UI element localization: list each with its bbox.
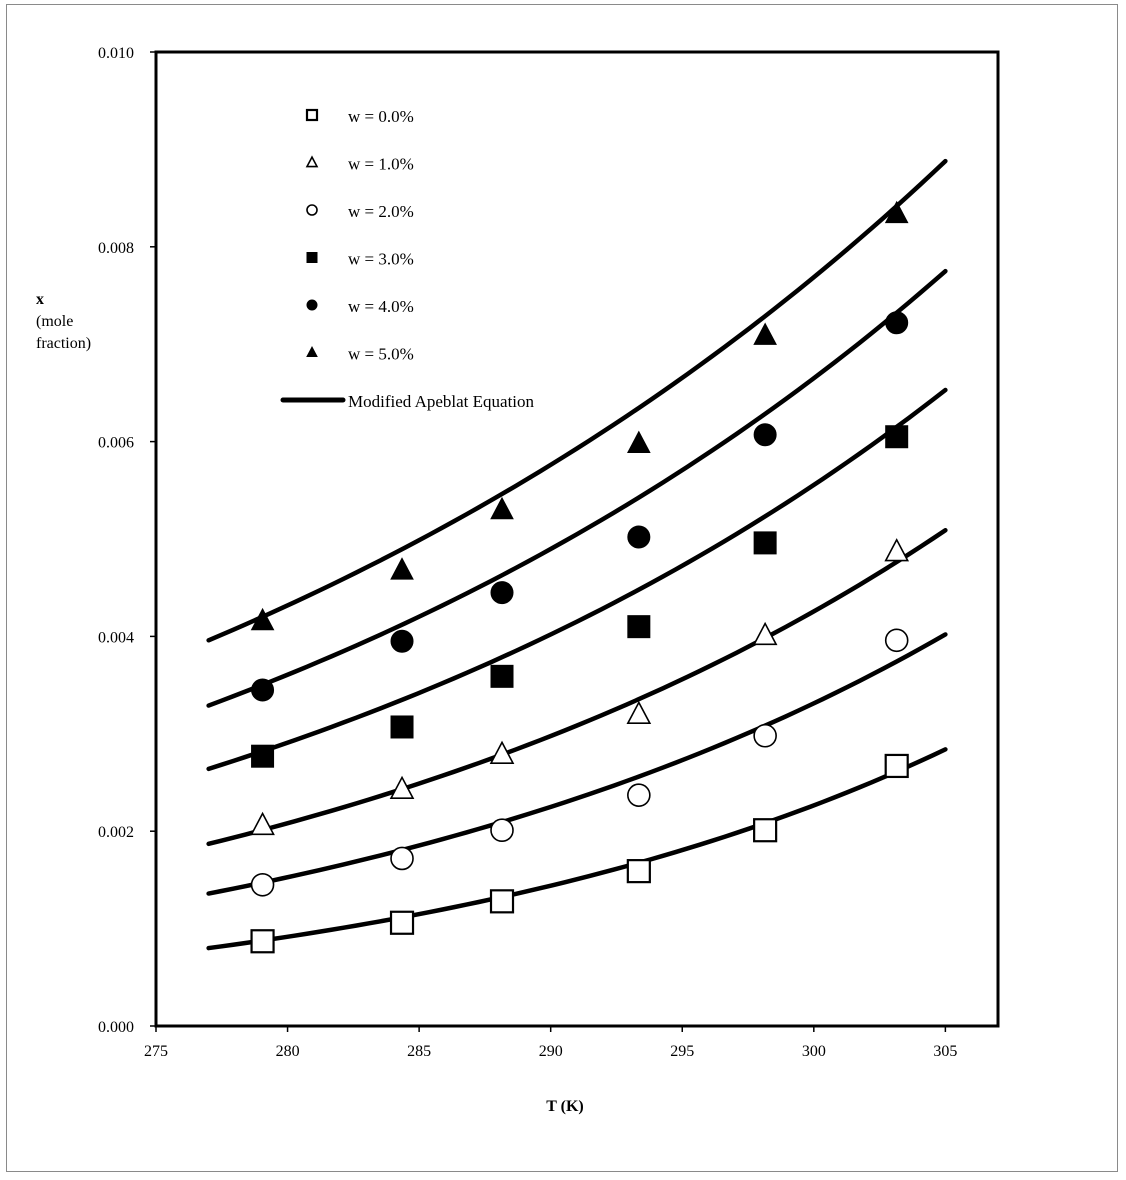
legend-label: Modified Apeblat Equation bbox=[348, 392, 535, 411]
data-point bbox=[884, 628, 909, 653]
data-point bbox=[884, 538, 910, 562]
data-point bbox=[490, 496, 514, 520]
data-point bbox=[389, 775, 415, 800]
plot-area bbox=[154, 50, 1000, 1028]
data-point bbox=[753, 322, 777, 345]
y-tick-label: 0.008 bbox=[98, 240, 134, 257]
data-point bbox=[489, 889, 515, 914]
x-tick-label: 295 bbox=[670, 1043, 694, 1060]
data-point bbox=[390, 557, 414, 580]
x-tick-label: 290 bbox=[539, 1043, 563, 1060]
legend-marker bbox=[306, 299, 318, 311]
data-point bbox=[490, 664, 514, 688]
legend-marker bbox=[306, 204, 318, 216]
data-point bbox=[753, 423, 777, 447]
data-point bbox=[489, 740, 515, 764]
legend-label: w = 0.0% bbox=[348, 107, 414, 126]
x-tick-label: 275 bbox=[144, 1043, 168, 1060]
y-axis-title-line-3: fraction) bbox=[36, 335, 91, 352]
fit-curve bbox=[206, 632, 948, 896]
x-tick-label: 280 bbox=[276, 1043, 300, 1060]
fit-curve bbox=[206, 747, 948, 951]
legend: w = 0.0% w = 1.0% w = 2.0% w = 3.0% w = 4.0%… bbox=[280, 107, 535, 411]
data-point bbox=[251, 744, 275, 768]
data-point bbox=[885, 425, 909, 449]
legend-marker bbox=[305, 155, 319, 168]
legend-marker bbox=[305, 108, 319, 122]
data-point bbox=[627, 615, 651, 639]
data-point bbox=[389, 910, 415, 935]
fit-curve bbox=[206, 158, 948, 643]
data-point bbox=[753, 818, 778, 843]
fit-curve bbox=[206, 387, 948, 772]
data-point bbox=[490, 581, 514, 605]
data-point bbox=[626, 859, 651, 884]
data-point bbox=[390, 846, 414, 871]
legend-label: w = 5.0% bbox=[348, 345, 414, 364]
legend-label: w = 2.0% bbox=[348, 202, 414, 221]
legend-label: w = 3.0% bbox=[348, 250, 414, 269]
x-axis: 275 280 285 290 295 300 305 bbox=[144, 1026, 957, 1060]
data-point bbox=[885, 311, 909, 335]
data-point bbox=[884, 753, 909, 779]
x-axis-title: T (K) bbox=[546, 1098, 583, 1115]
legend-label: w = 1.0% bbox=[348, 155, 414, 174]
y-tick-label: 0.010 bbox=[98, 45, 134, 62]
data-point bbox=[251, 678, 275, 702]
y-tick-label: 0.000 bbox=[98, 1019, 134, 1036]
data-point bbox=[627, 525, 651, 549]
plot-border bbox=[154, 50, 1000, 1028]
y-axis-title-line-2: (mole bbox=[36, 313, 73, 330]
legend-marker bbox=[306, 346, 318, 358]
y-axis-title-line-1: x bbox=[36, 291, 44, 308]
data-point bbox=[250, 872, 275, 897]
y-tick-label: 0.004 bbox=[98, 629, 134, 646]
data-point bbox=[752, 621, 778, 646]
data-point bbox=[390, 629, 414, 653]
legend-marker bbox=[306, 252, 318, 263]
data-markers bbox=[250, 200, 910, 954]
data-point bbox=[753, 723, 777, 748]
y-tick-label: 0.006 bbox=[98, 435, 134, 452]
x-tick-label: 305 bbox=[933, 1043, 957, 1060]
x-tick-label: 300 bbox=[802, 1043, 826, 1060]
fit-curve bbox=[206, 527, 948, 847]
fit-curves bbox=[206, 158, 948, 951]
data-point bbox=[390, 715, 414, 739]
data-point bbox=[250, 607, 275, 631]
legend-label: w = 4.0% bbox=[348, 297, 414, 316]
data-point bbox=[490, 818, 514, 843]
y-axis: 0.000 0.002 0.004 0.006 0.008 0.010 bbox=[98, 45, 156, 1036]
data-point bbox=[250, 811, 275, 836]
data-point bbox=[250, 929, 275, 954]
data-point bbox=[884, 200, 909, 224]
data-point bbox=[753, 531, 777, 555]
data-point bbox=[627, 430, 651, 453]
data-point bbox=[627, 783, 651, 807]
data-point bbox=[626, 700, 652, 725]
chart-frame bbox=[6, 4, 1118, 1172]
x-tick-label: 285 bbox=[407, 1043, 431, 1060]
y-tick-label: 0.002 bbox=[98, 824, 134, 841]
fit-curve bbox=[206, 268, 948, 708]
